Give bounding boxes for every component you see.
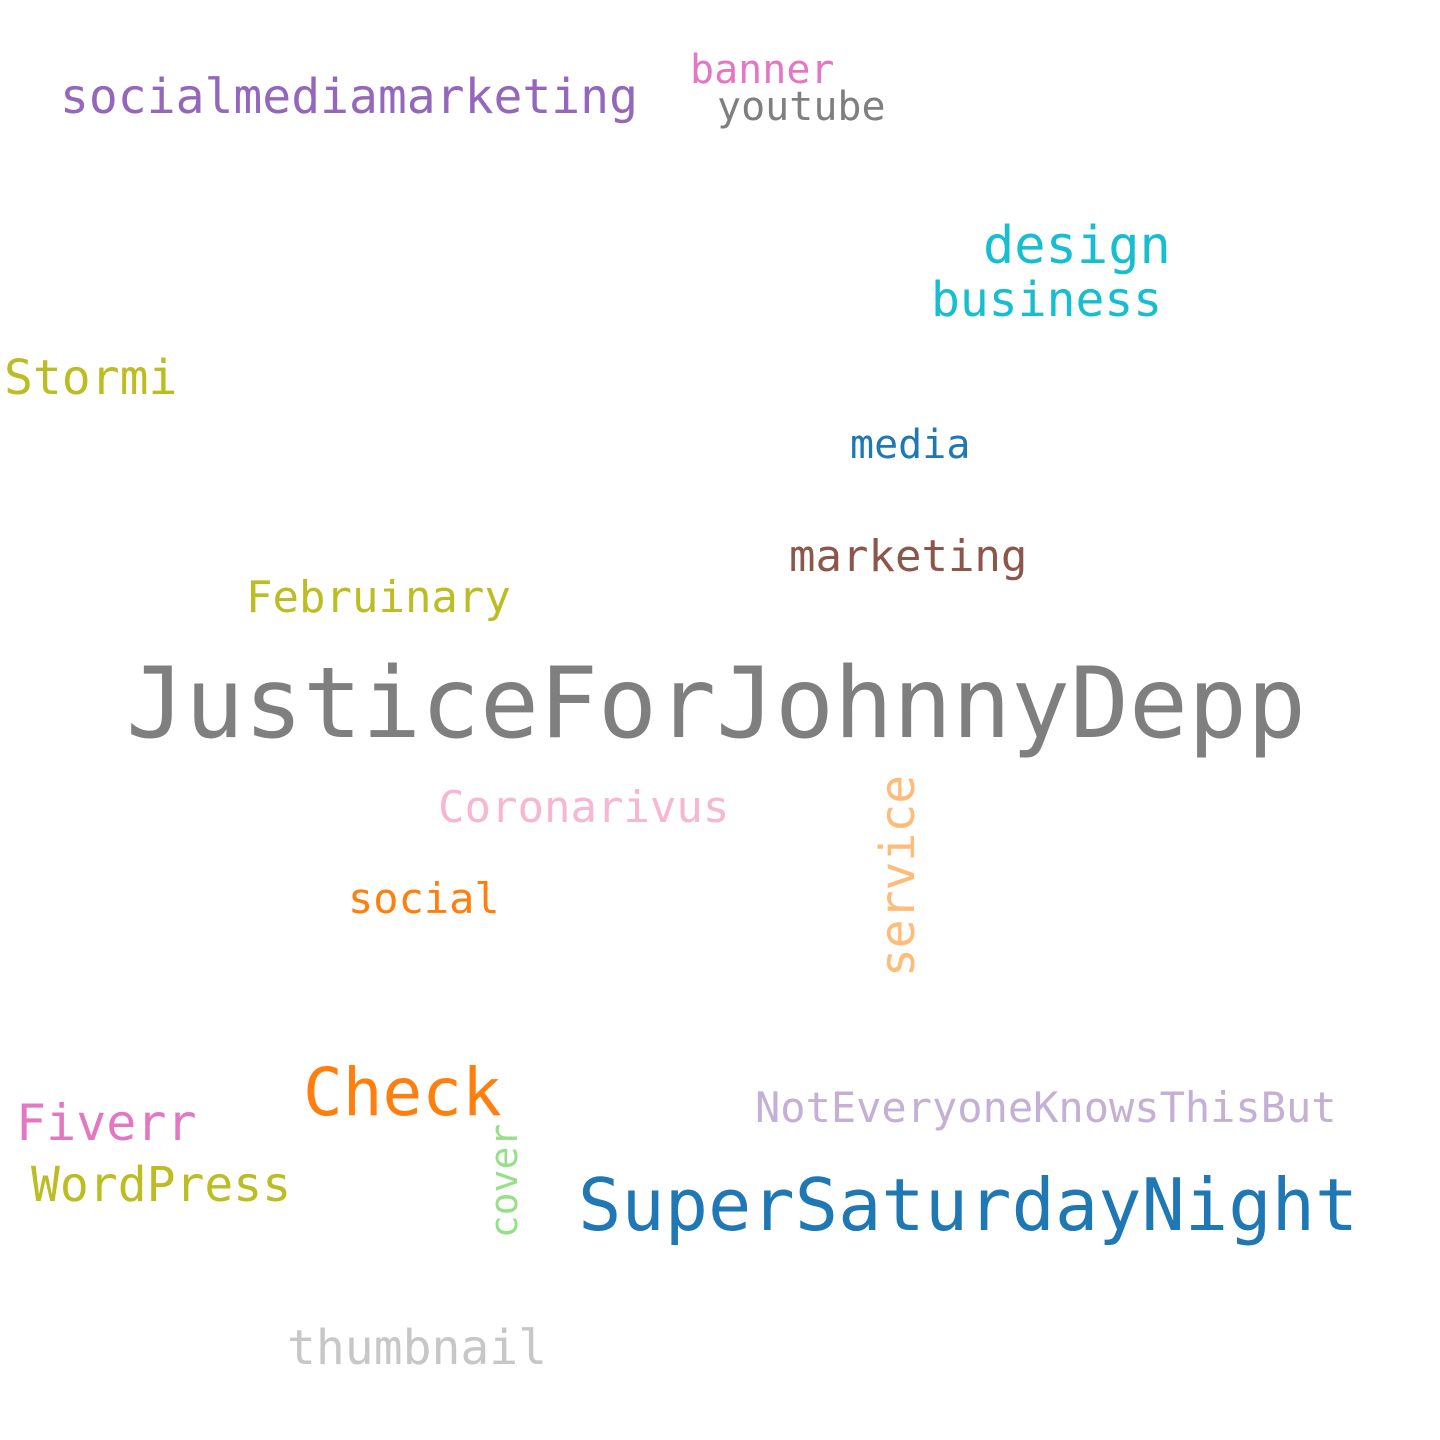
word-socialmediamarketing: socialmediamarketing: [60, 69, 638, 125]
word-design: design: [983, 216, 1171, 276]
word-service: service: [870, 774, 926, 978]
word-thumbnail: thumbnail: [287, 1320, 548, 1376]
word-social: social: [348, 874, 500, 923]
word-media: media: [850, 422, 971, 468]
word-youtube: youtube: [717, 84, 886, 130]
word-stormi: Stormi: [4, 350, 178, 406]
word-banner: banner: [690, 47, 835, 93]
word-cover: cover: [482, 1123, 526, 1239]
word-noteveryoneknowsthisbut: NotEveryoneKnowsThisBut: [755, 1083, 1337, 1132]
word-wordpress: WordPress: [31, 1157, 292, 1213]
word-business: business: [931, 272, 1163, 328]
word-fiverr: Fiverr: [16, 1094, 197, 1152]
word-supersaturdaynight: SuperSaturdayNight: [578, 1163, 1359, 1247]
word-check: Check: [303, 1054, 502, 1131]
word-februinary: Februinary: [246, 572, 511, 623]
word-marketing: marketing: [789, 531, 1028, 582]
word-coronarivus: Coronarivus: [438, 782, 730, 833]
word-justiceforjohnnydepp: JusticeForJohnnyDepp: [126, 647, 1307, 761]
